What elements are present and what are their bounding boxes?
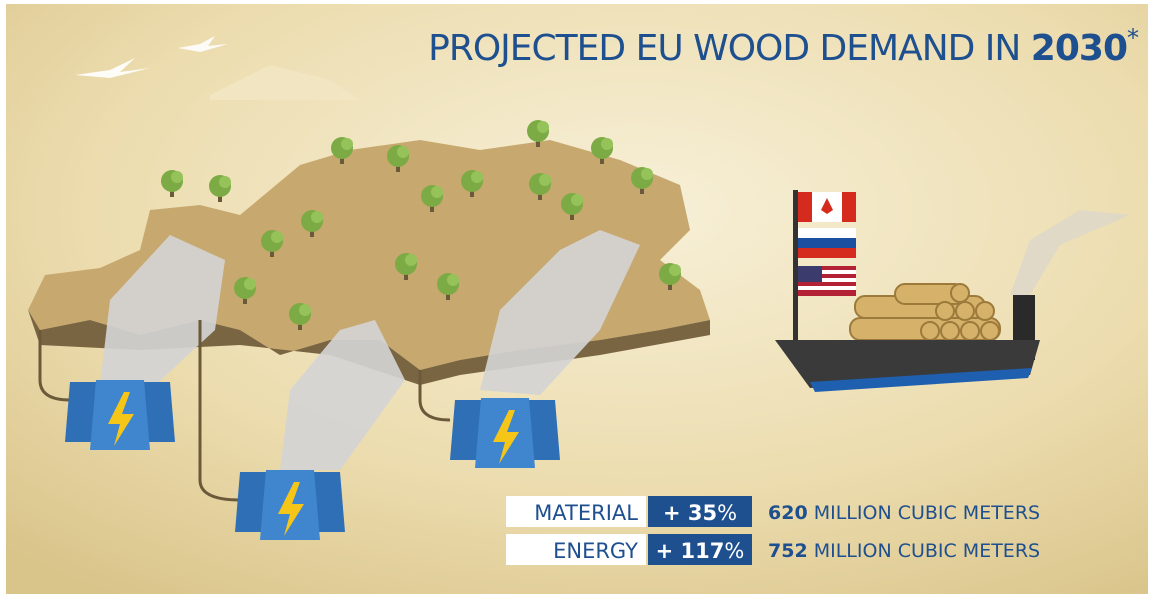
row-amount: 620 MILLION CUBIC METERS [768,502,1040,524]
smoke [100,210,1130,470]
change-sign: + [663,501,688,525]
label-box [506,534,646,565]
row-label: ENERGY [553,539,638,563]
change-unit: % [724,539,744,563]
demand-table: MATERIAL + 35% 620 MILLION CUBIC METERS ENE… [506,496,1040,565]
label-box [506,496,646,527]
title-mark: * [1127,24,1139,52]
cloud [210,65,360,100]
birds [75,36,228,78]
title: PROJECTED EU WOOD DEMAND IN 2030* [428,24,1139,69]
title-year: 2030 [1031,28,1127,69]
row-amount: 752 MILLION CUBIC METERS [768,540,1040,562]
change-box [648,534,752,565]
title-text: PROJECTED EU WOOD DEMAND IN [428,28,1031,69]
amount-text: MILLION CUBIC METERS [808,502,1040,524]
amount-value: 620 [768,502,808,524]
row-change: + 117% [656,539,745,563]
ship [775,190,1040,392]
change-box [648,496,752,527]
change-unit: % [717,501,737,525]
change-value: 35 [688,501,717,525]
change-value: 117 [681,539,725,563]
power-lines [38,320,451,502]
amount-value: 752 [768,540,808,562]
change-sign: + [656,539,681,563]
row-change: + 35% [663,501,737,525]
row-label: MATERIAL [534,501,638,525]
amount-text: MILLION CUBIC METERS [808,540,1040,562]
